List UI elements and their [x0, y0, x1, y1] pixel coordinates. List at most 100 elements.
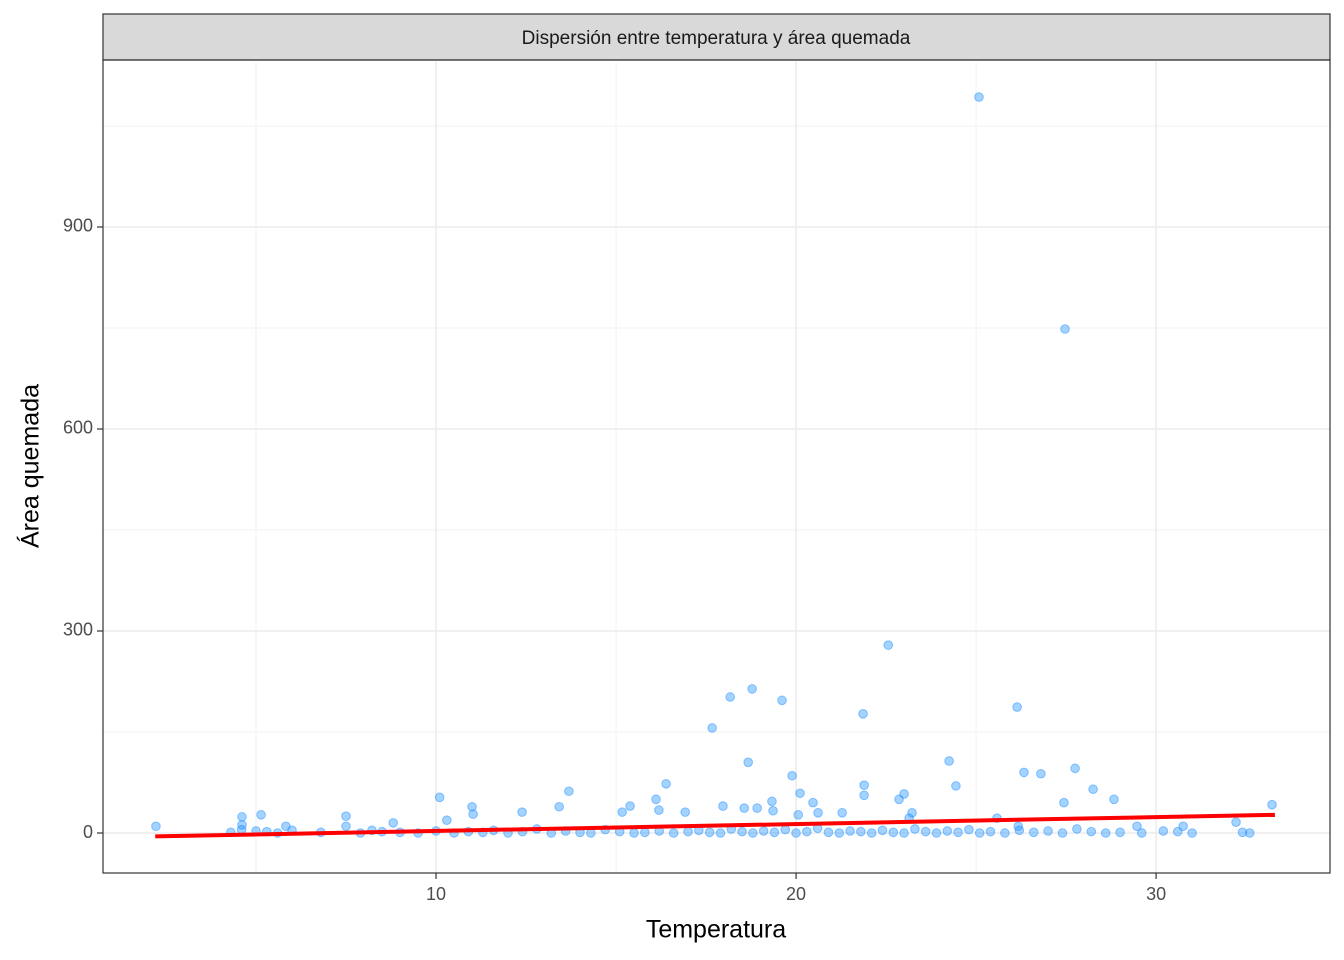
- point: [974, 828, 985, 838]
- point: [1057, 828, 1068, 838]
- point: [236, 824, 247, 835]
- x-tick-label: 20: [786, 884, 806, 904]
- point: [1019, 767, 1029, 778]
- y-tick-label: 300: [63, 620, 93, 640]
- point: [737, 826, 747, 837]
- point: [834, 828, 845, 838]
- point: [793, 810, 804, 820]
- point: [883, 640, 894, 650]
- point: [1014, 825, 1025, 836]
- point: [743, 757, 753, 768]
- point: [752, 803, 762, 813]
- point: [845, 826, 855, 836]
- point: [1086, 826, 1097, 837]
- point: [780, 824, 791, 835]
- point: [823, 827, 834, 838]
- point: [704, 827, 715, 838]
- point: [1172, 826, 1183, 837]
- x-axis-title: Temperatura: [646, 916, 786, 944]
- point: [1028, 827, 1039, 838]
- point: [1088, 784, 1098, 795]
- point: [768, 805, 778, 816]
- point: [985, 826, 996, 837]
- point: [808, 797, 818, 808]
- point: [859, 790, 869, 801]
- point: [920, 826, 931, 837]
- point: [1244, 828, 1255, 838]
- panel-border: [102, 59, 1331, 874]
- point: [629, 828, 639, 838]
- point: [1267, 799, 1277, 810]
- point: [668, 828, 679, 838]
- point: [791, 828, 801, 838]
- point: [617, 807, 627, 817]
- point: [894, 794, 904, 805]
- point: [837, 808, 847, 818]
- point: [1109, 794, 1119, 805]
- point: [802, 826, 812, 837]
- point: [747, 684, 757, 694]
- point: [237, 812, 247, 822]
- point: [1231, 817, 1241, 828]
- point: [931, 828, 942, 838]
- point: [899, 828, 909, 838]
- point: [651, 794, 661, 805]
- point: [942, 826, 953, 836]
- point: [858, 709, 868, 719]
- chart-title: Dispersión entre temperatura y área quem…: [522, 28, 911, 49]
- point: [1000, 828, 1010, 838]
- point: [654, 805, 664, 815]
- y-tick-label: 0: [83, 822, 93, 842]
- x-tick-label: 10: [426, 884, 446, 904]
- point: [1012, 702, 1022, 712]
- point: [468, 809, 478, 819]
- point: [640, 827, 650, 838]
- strip: [102, 13, 1331, 61]
- point: [564, 786, 574, 797]
- point: [910, 824, 920, 834]
- point: [1070, 763, 1080, 774]
- point: [434, 792, 445, 803]
- point: [888, 827, 899, 838]
- point: [341, 821, 351, 832]
- point: [739, 803, 750, 813]
- point: [256, 810, 266, 820]
- point: [517, 807, 527, 817]
- point: [1060, 324, 1070, 334]
- point: [341, 811, 351, 821]
- point: [1115, 827, 1125, 838]
- point: [625, 801, 635, 811]
- point: [964, 824, 974, 835]
- point: [151, 821, 161, 832]
- point: [1072, 824, 1082, 834]
- point: [866, 828, 877, 838]
- x-tick-label: 30: [1146, 884, 1166, 904]
- point: [554, 801, 564, 812]
- point: [388, 818, 398, 828]
- point: [725, 692, 735, 702]
- y-tick-label: 900: [63, 216, 93, 236]
- point: [859, 780, 869, 790]
- point: [1158, 826, 1169, 836]
- point: [1036, 768, 1046, 779]
- point: [974, 92, 984, 102]
- point: [758, 826, 769, 836]
- trend-line: [155, 812, 1275, 839]
- point: [683, 826, 693, 837]
- y-tick-label: 600: [63, 418, 93, 438]
- point: [680, 807, 690, 817]
- point: [767, 796, 777, 807]
- point: [1132, 821, 1142, 832]
- point: [1100, 828, 1111, 838]
- point: [907, 808, 917, 818]
- y-axis-title: Área quemada: [16, 384, 45, 548]
- point: [748, 828, 758, 838]
- point: [1187, 828, 1197, 838]
- point: [1043, 826, 1053, 836]
- point: [715, 828, 726, 838]
- point: [856, 826, 866, 837]
- point: [661, 779, 671, 789]
- point: [787, 770, 797, 781]
- point: [795, 788, 805, 799]
- point: [877, 825, 888, 836]
